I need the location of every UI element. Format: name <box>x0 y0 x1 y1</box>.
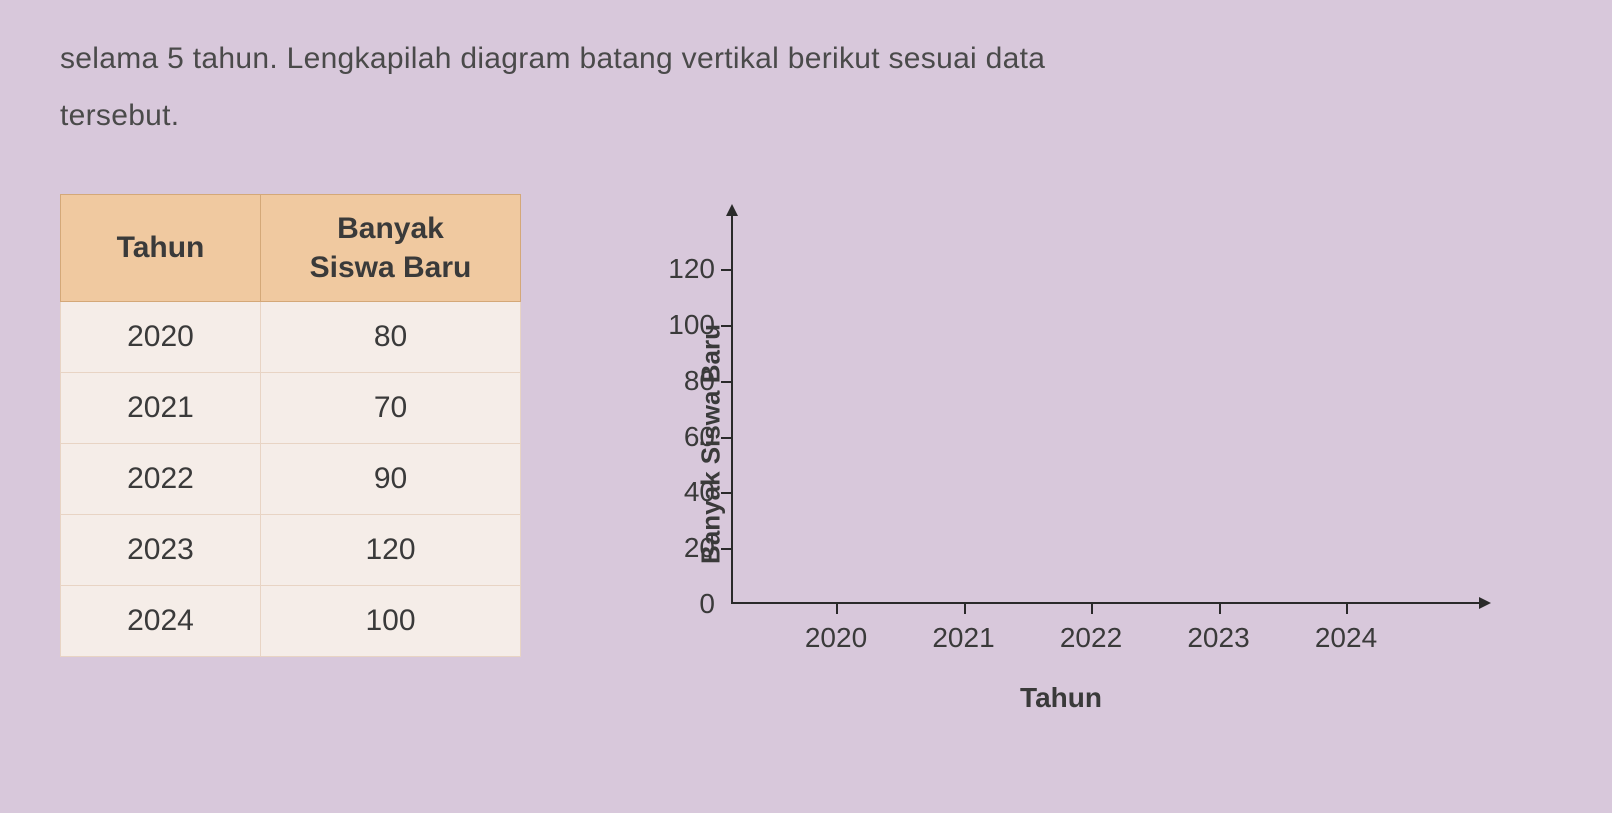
y-tick <box>721 492 731 494</box>
x-tick <box>1346 604 1348 614</box>
content-wrapper: Tahun BanyakSiswa Baru 2020 80 2021 70 2… <box>60 194 1552 684</box>
x-tick-label-2023: 2023 <box>1187 622 1249 654</box>
cell-value: 80 <box>261 302 521 373</box>
table-row: 2020 80 <box>61 302 521 373</box>
y-axis-line <box>731 214 733 604</box>
x-axis-line <box>731 602 1481 604</box>
y-tick-label-20: 20 <box>684 532 715 564</box>
y-tick-label-0: 0 <box>699 588 715 620</box>
cell-year: 2020 <box>61 302 261 373</box>
x-tick-label-2022: 2022 <box>1060 622 1122 654</box>
instruction-line1: selama 5 tahun. Lengkapilah diagram bata… <box>60 42 1045 75</box>
cell-value: 90 <box>261 444 521 515</box>
table-row: 2023 120 <box>61 515 521 586</box>
cell-year: 2024 <box>61 586 261 657</box>
x-tick-label-2024: 2024 <box>1315 622 1377 654</box>
cell-value: 120 <box>261 515 521 586</box>
cell-year: 2022 <box>61 444 261 515</box>
table-row: 2024 100 <box>61 586 521 657</box>
cell-year: 2023 <box>61 515 261 586</box>
y-tick-label-80: 80 <box>684 365 715 397</box>
cell-value: 100 <box>261 586 521 657</box>
instruction-text: selama 5 tahun. Lengkapilah diagram bata… <box>60 30 1552 144</box>
cell-value: 70 <box>261 373 521 444</box>
y-tick-label-40: 40 <box>684 476 715 508</box>
cell-year: 2021 <box>61 373 261 444</box>
data-table: Tahun BanyakSiswa Baru 2020 80 2021 70 2… <box>60 194 521 657</box>
x-tick-label-2021: 2021 <box>932 622 994 654</box>
y-tick <box>721 381 731 383</box>
x-tick <box>1219 604 1221 614</box>
y-tick <box>721 325 731 327</box>
y-tick <box>721 269 731 271</box>
x-tick <box>1091 604 1093 614</box>
x-axis-label: Tahun <box>1020 682 1102 714</box>
x-tick <box>964 604 966 614</box>
instruction-line2: tersebut. <box>60 99 179 132</box>
x-tick <box>836 604 838 614</box>
y-tick-label-60: 60 <box>684 421 715 453</box>
table-header-row: Tahun BanyakSiswa Baru <box>61 195 521 302</box>
y-tick <box>721 548 731 550</box>
table-header-value: BanyakSiswa Baru <box>261 195 521 302</box>
y-tick <box>721 437 731 439</box>
table-header-year: Tahun <box>61 195 261 302</box>
chart-plot: 0 20 40 60 80 100 120 2020 2021 2022 202… <box>731 214 1481 604</box>
x-tick-label-2020: 2020 <box>805 622 867 654</box>
y-tick-label-100: 100 <box>668 309 715 341</box>
chart-area: Banyak Siswa Baru 0 20 40 60 80 100 120 … <box>611 204 1511 684</box>
y-tick-label-120: 120 <box>668 253 715 285</box>
table-row: 2021 70 <box>61 373 521 444</box>
table-row: 2022 90 <box>61 444 521 515</box>
